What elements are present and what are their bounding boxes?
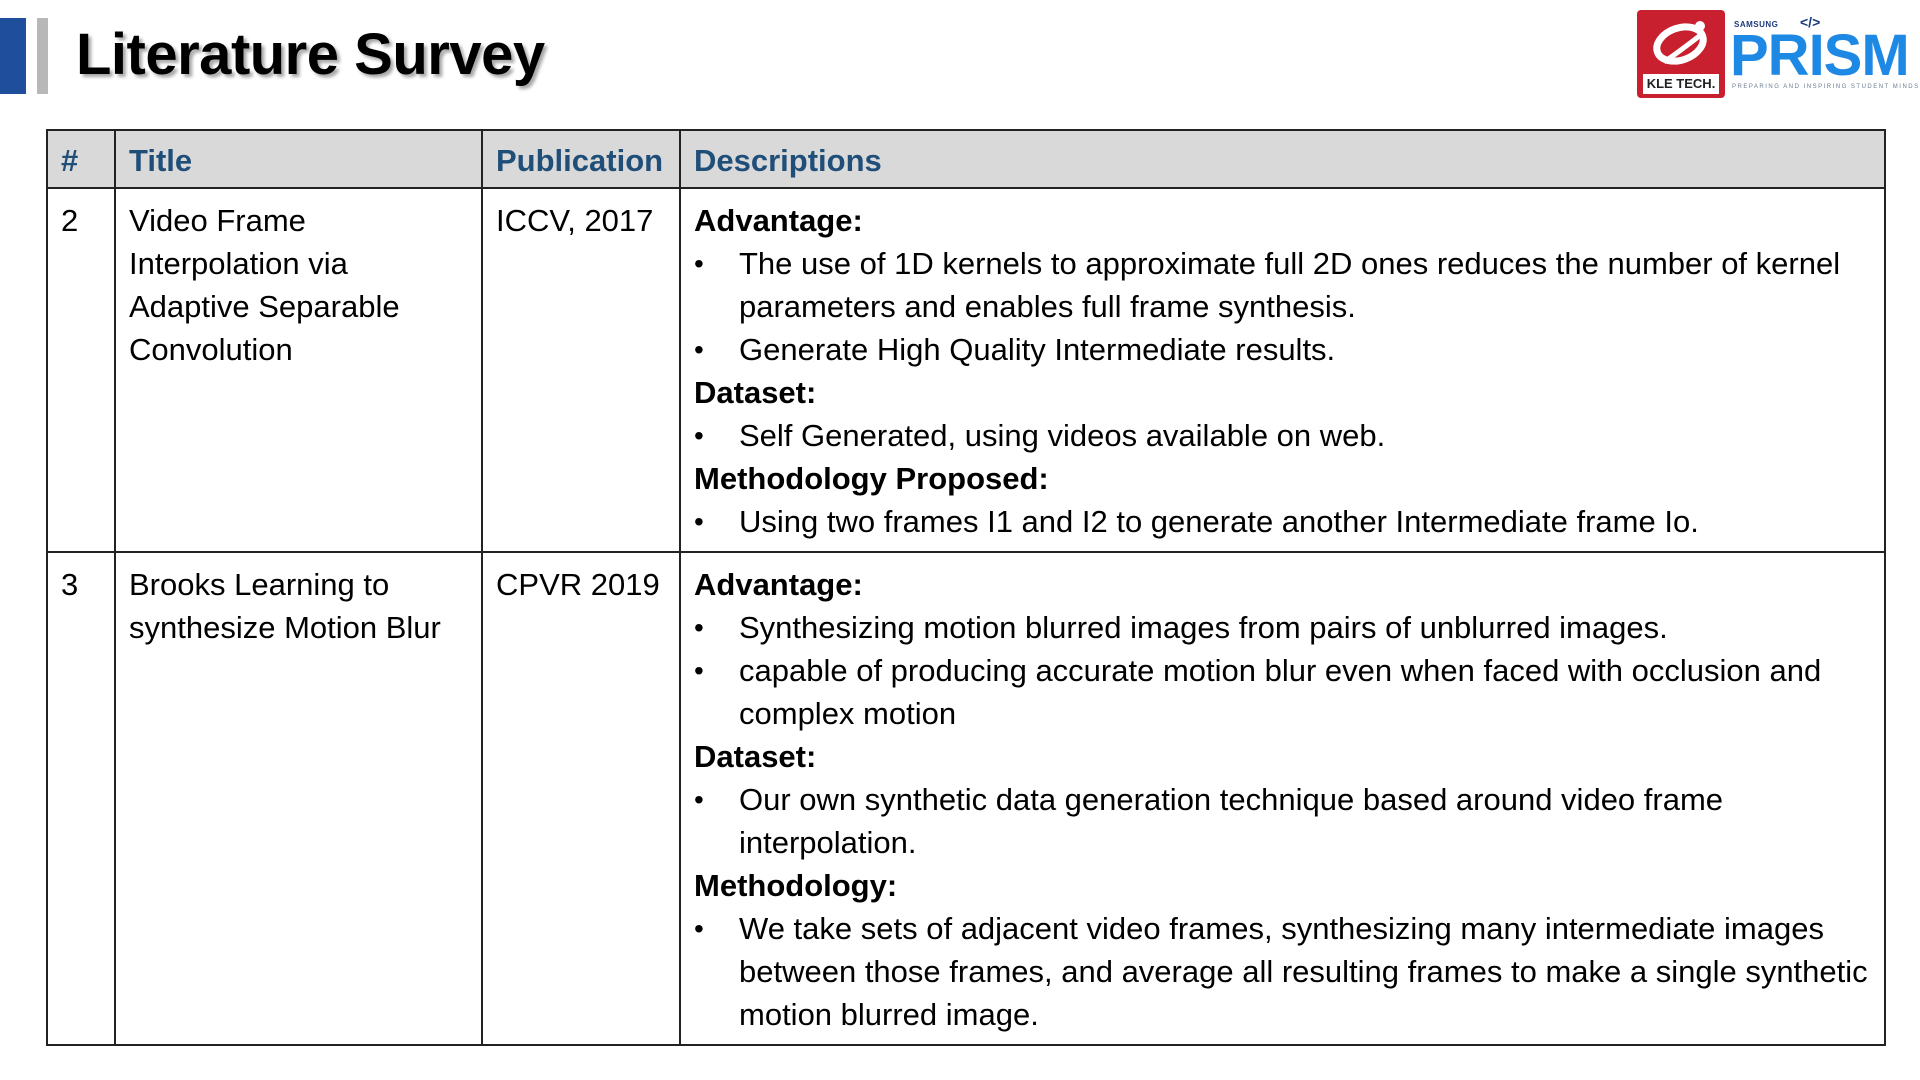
bullet-item: The use of 1D kernels to approximate ful… bbox=[694, 242, 1871, 328]
bullet-item: We take sets of adjacent video frames, s… bbox=[694, 907, 1871, 1036]
row-number: 3 bbox=[46, 551, 116, 1046]
prism-wordmark: PRISM bbox=[1730, 23, 1910, 88]
header-number: # bbox=[46, 129, 116, 189]
bullet-list: Using two frames I1 and I2 to generate a… bbox=[694, 500, 1871, 543]
bullet-list: Our own synthetic data generation techni… bbox=[694, 778, 1871, 864]
table-row: 3 Brooks Learning to synthesize Motion B… bbox=[46, 551, 1886, 1046]
section-heading: Methodology: bbox=[694, 868, 898, 903]
title-accent-bar-gray bbox=[37, 18, 48, 94]
header-title: Title bbox=[114, 129, 483, 189]
slide-title: Literature Survey bbox=[76, 22, 545, 87]
section-heading: Dataset: bbox=[694, 375, 817, 410]
kle-logo-text: KLE TECH. bbox=[1643, 74, 1719, 94]
kle-tech-logo: KLE TECH. bbox=[1637, 10, 1725, 98]
samsung-label: SAMSUNG bbox=[1734, 20, 1779, 29]
row-publication: CPVR 2019 bbox=[481, 551, 681, 1046]
bullet-list: Self Generated, using videos available o… bbox=[694, 414, 1871, 457]
section-heading: Dataset: bbox=[694, 739, 817, 774]
table-row: 2 Video Frame Interpolation via Adaptive… bbox=[46, 187, 1886, 553]
title-accent-bar-blue bbox=[0, 18, 26, 94]
samsung-prism-logo: SAMSUNG </> PRISM PREPARING AND INSPIRIN… bbox=[1730, 14, 1918, 94]
section-heading: Methodology Proposed: bbox=[694, 461, 1049, 496]
bullet-item: Our own synthetic data generation techni… bbox=[694, 778, 1871, 864]
code-brackets-icon: </> bbox=[1800, 14, 1821, 30]
bullet-list: The use of 1D kernels to approximate ful… bbox=[694, 242, 1871, 371]
row-title: Video Frame Interpolation via Adaptive S… bbox=[114, 187, 483, 553]
bullet-item: capable of producing accurate motion blu… bbox=[694, 649, 1871, 735]
bullet-item: Generate High Quality Intermediate resul… bbox=[694, 328, 1871, 371]
literature-survey-table: # Title Publication Descriptions 2 Video… bbox=[46, 129, 1886, 1046]
bullet-list: Synthesizing motion blurred images from … bbox=[694, 606, 1871, 735]
kle-emblem-icon bbox=[1637, 10, 1725, 74]
bullet-item: Synthesizing motion blurred images from … bbox=[694, 606, 1871, 649]
header-publication: Publication bbox=[481, 129, 681, 189]
row-number: 2 bbox=[46, 187, 116, 553]
row-descriptions: Advantage: The use of 1D kernels to appr… bbox=[679, 187, 1886, 553]
prism-tagline: PREPARING AND INSPIRING STUDENT MINDS bbox=[1732, 84, 1920, 90]
bullet-list: We take sets of adjacent video frames, s… bbox=[694, 907, 1871, 1036]
row-publication: ICCV, 2017 bbox=[481, 187, 681, 553]
row-title: Brooks Learning to synthesize Motion Blu… bbox=[114, 551, 483, 1046]
section-heading: Advantage: bbox=[694, 203, 863, 238]
header-descriptions: Descriptions bbox=[679, 129, 1886, 189]
table-header-row: # Title Publication Descriptions bbox=[46, 129, 1886, 189]
bullet-item: Using two frames I1 and I2 to generate a… bbox=[694, 500, 1871, 543]
row-descriptions: Advantage: Synthesizing motion blurred i… bbox=[679, 551, 1886, 1046]
section-heading: Advantage: bbox=[694, 567, 863, 602]
bullet-item: Self Generated, using videos available o… bbox=[694, 414, 1871, 457]
